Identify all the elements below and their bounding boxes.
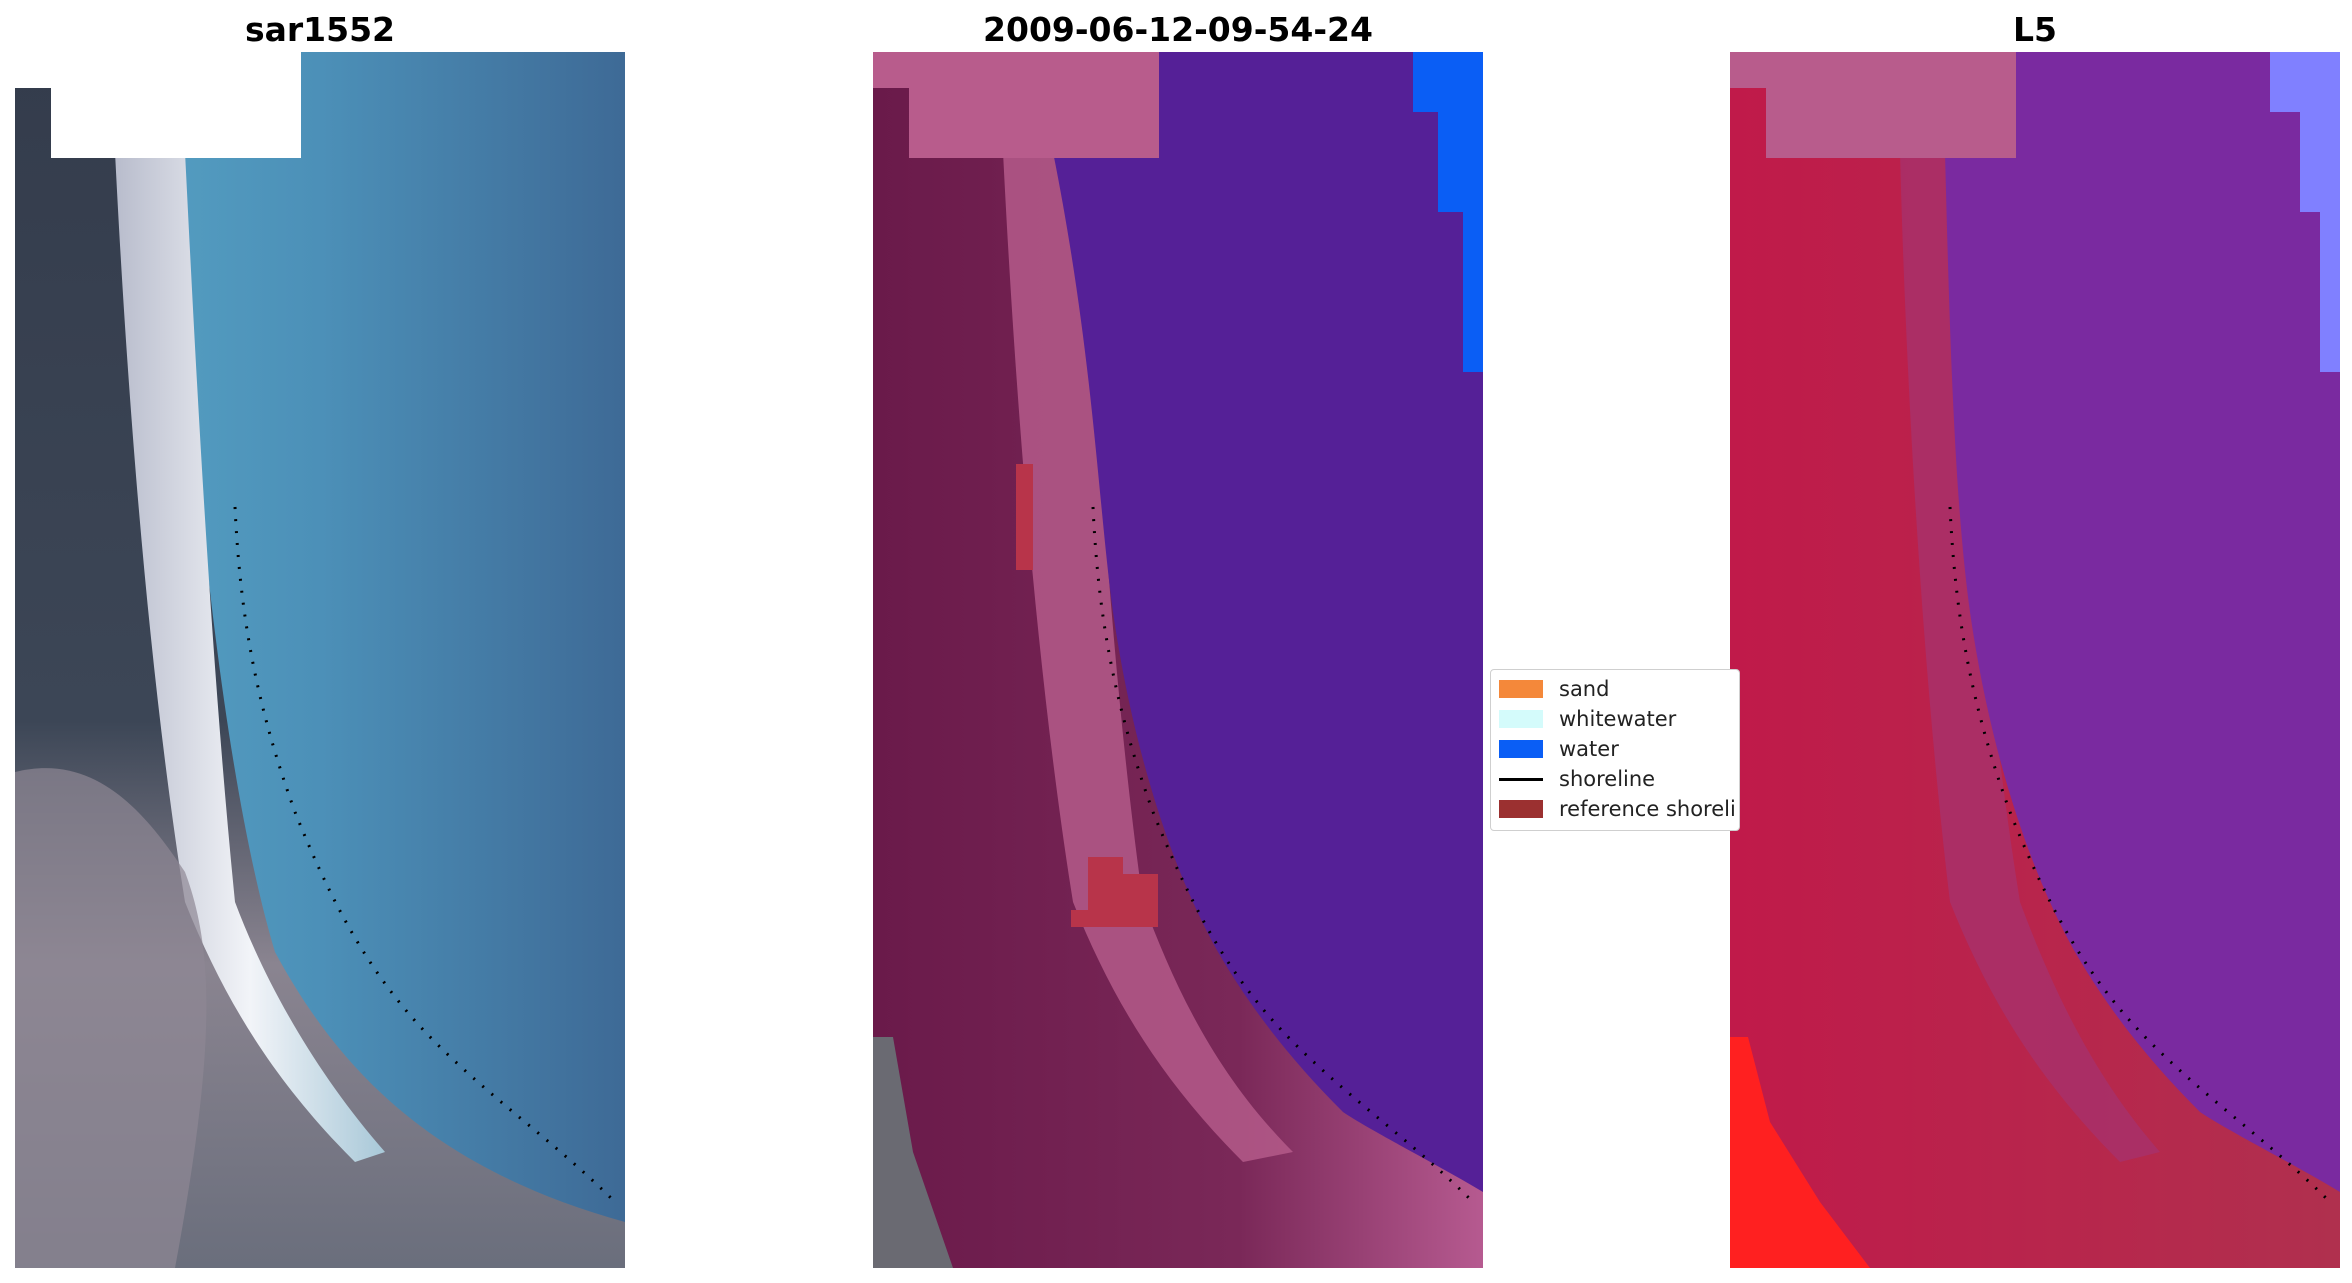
panel-title-classification: 2009-06-12-09-54-24	[983, 10, 1373, 49]
water-class-edge	[1413, 52, 1483, 372]
legend-item-water: water	[1499, 734, 1619, 764]
reference-shoreline-patch-1	[1016, 464, 1033, 570]
legend-swatch-sand	[1499, 680, 1543, 698]
legend-swatch-reference-shoreline	[1499, 800, 1543, 818]
legend-swatch-whitewater	[1499, 710, 1543, 728]
legend-item-sand: sand	[1499, 674, 1609, 704]
water-index-area	[1920, 52, 2340, 1192]
shoreline	[1091, 506, 1475, 1204]
legend-item-whitewater: whitewater	[1499, 704, 1676, 734]
legend-label: reference shoreli	[1559, 797, 1736, 821]
beach-index-strip	[1900, 152, 2160, 1162]
gray-bottom-corner	[873, 1037, 953, 1268]
panel-title-rgb: sar1552	[244, 10, 396, 49]
legend-label: shoreline	[1559, 767, 1656, 791]
legend-swatch-water	[1499, 740, 1543, 758]
rgb-image-panel	[15, 52, 625, 1268]
masked-region	[51, 88, 301, 158]
masked-region	[909, 52, 1159, 158]
shoreline	[1948, 506, 2332, 1204]
masked-region-corner	[873, 52, 909, 88]
legend-label: whitewater	[1559, 707, 1677, 731]
beach-strip	[115, 152, 385, 1162]
masked-region-top	[51, 52, 301, 88]
masked-region	[1766, 52, 2016, 158]
water-index-edge	[2270, 52, 2340, 372]
legend-item-reference-shoreline: reference shoreli	[1499, 794, 1736, 824]
legend-label: water	[1559, 737, 1619, 761]
legend-label: sand	[1559, 677, 1610, 701]
water-class-area	[1053, 52, 1483, 1192]
masked-region-edge	[15, 52, 51, 88]
panel-title-index: L5	[2013, 10, 2057, 49]
legend-line-shoreline	[1499, 777, 1543, 781]
legend-item-shoreline: shoreline	[1499, 764, 1655, 794]
sand-patches	[15, 768, 207, 1268]
legend: sand whitewater water shoreline referenc…	[1490, 669, 1740, 831]
reference-shoreline-patch-2	[1071, 857, 1158, 927]
shoreline	[233, 506, 617, 1204]
index-panel	[1730, 52, 2340, 1268]
classification-panel	[873, 52, 1483, 1268]
bright-red-corner	[1730, 1037, 1870, 1268]
beach-class-strip	[1003, 152, 1293, 1162]
masked-region-corner	[1730, 52, 1766, 88]
